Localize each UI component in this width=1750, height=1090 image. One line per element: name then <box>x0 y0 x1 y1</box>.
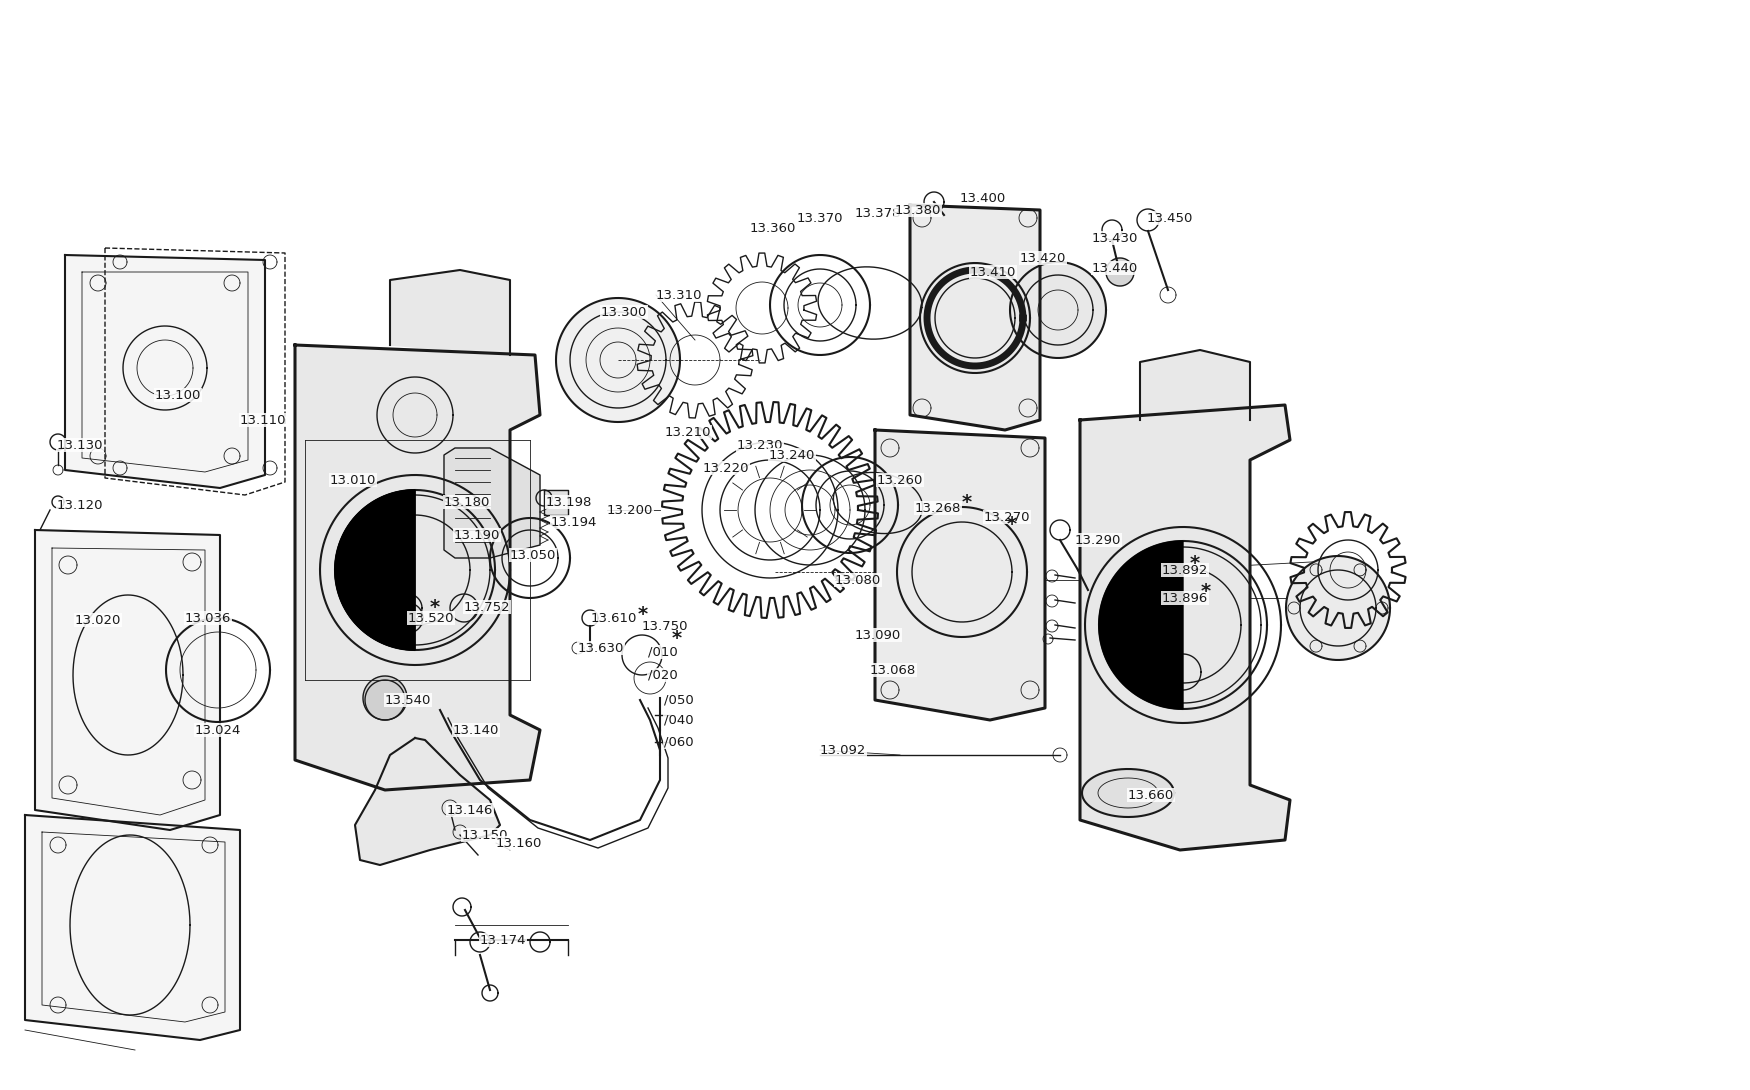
Polygon shape <box>362 676 408 720</box>
Text: 13.360: 13.360 <box>751 221 796 234</box>
Text: 13.370: 13.370 <box>796 211 844 225</box>
Text: 13.194: 13.194 <box>551 516 597 529</box>
Text: 13.240: 13.240 <box>768 448 816 461</box>
Polygon shape <box>1139 350 1250 420</box>
Text: *: * <box>1190 554 1200 572</box>
Polygon shape <box>1099 541 1183 708</box>
Text: 13.290: 13.290 <box>1074 533 1122 546</box>
Text: 13.268: 13.268 <box>915 501 961 514</box>
Text: 13.896: 13.896 <box>1162 592 1207 605</box>
Text: 13.068: 13.068 <box>870 664 917 677</box>
Text: *: * <box>1006 514 1017 533</box>
Text: 13.540: 13.540 <box>385 693 432 706</box>
Text: 13.200: 13.200 <box>607 504 653 517</box>
Text: 13.140: 13.140 <box>453 724 499 737</box>
Polygon shape <box>1010 262 1106 358</box>
Polygon shape <box>366 680 404 720</box>
Polygon shape <box>544 490 569 514</box>
Text: 13.892: 13.892 <box>1162 564 1207 577</box>
Text: 13.050: 13.050 <box>509 548 556 561</box>
Text: 13.752: 13.752 <box>464 601 511 614</box>
Text: /020: /020 <box>648 668 677 681</box>
Polygon shape <box>910 205 1040 429</box>
Text: 13.220: 13.220 <box>704 461 749 474</box>
Text: 13.150: 13.150 <box>462 828 509 841</box>
Polygon shape <box>35 530 220 829</box>
Text: /010: /010 <box>648 645 677 658</box>
Text: 13.750: 13.750 <box>642 619 688 632</box>
Polygon shape <box>296 346 541 790</box>
Text: 13.110: 13.110 <box>240 413 287 426</box>
Text: *: * <box>430 597 439 617</box>
Polygon shape <box>355 738 500 865</box>
Polygon shape <box>444 448 541 558</box>
Polygon shape <box>24 815 240 1040</box>
Text: 13.146: 13.146 <box>446 803 493 816</box>
Text: 13.090: 13.090 <box>856 629 901 642</box>
Text: 13.130: 13.130 <box>58 438 103 451</box>
Text: 13.120: 13.120 <box>58 498 103 511</box>
Text: 13.610: 13.610 <box>592 611 637 625</box>
Text: 13.036: 13.036 <box>186 611 231 625</box>
Text: 13.180: 13.180 <box>444 496 490 509</box>
Text: *: * <box>672 629 682 647</box>
Text: 13.440: 13.440 <box>1092 262 1138 275</box>
Text: 13.198: 13.198 <box>546 496 593 509</box>
Text: /050: /050 <box>663 693 693 706</box>
Text: /040: /040 <box>663 714 693 727</box>
Text: 13.010: 13.010 <box>331 473 376 486</box>
Text: 13.020: 13.020 <box>75 614 121 627</box>
Text: 13.420: 13.420 <box>1020 252 1066 265</box>
Text: 13.100: 13.100 <box>156 388 201 401</box>
Text: *: * <box>639 605 648 623</box>
Text: 13.378: 13.378 <box>856 206 901 219</box>
Polygon shape <box>334 490 415 650</box>
Text: 13.430: 13.430 <box>1092 231 1139 244</box>
Polygon shape <box>1286 556 1390 661</box>
Polygon shape <box>390 270 509 355</box>
Text: 13.080: 13.080 <box>835 573 882 586</box>
Polygon shape <box>65 255 264 488</box>
Polygon shape <box>556 298 681 422</box>
Text: *: * <box>1200 581 1211 601</box>
Text: 13.450: 13.450 <box>1146 211 1194 225</box>
Text: 13.660: 13.660 <box>1129 788 1174 801</box>
Polygon shape <box>334 490 415 650</box>
Text: 13.260: 13.260 <box>877 473 924 486</box>
Polygon shape <box>1082 770 1174 818</box>
Text: /060: /060 <box>663 736 693 749</box>
Text: 13.410: 13.410 <box>970 266 1017 279</box>
Text: *: * <box>963 493 971 511</box>
Text: 13.160: 13.160 <box>495 836 542 849</box>
Text: 13.630: 13.630 <box>578 642 625 654</box>
Text: 13.230: 13.230 <box>737 438 784 451</box>
Text: 13.270: 13.270 <box>984 510 1031 523</box>
Text: 13.310: 13.310 <box>656 289 702 302</box>
Text: 13.400: 13.400 <box>961 192 1006 205</box>
Polygon shape <box>875 429 1045 720</box>
Text: 13.174: 13.174 <box>480 933 527 946</box>
Text: 13.190: 13.190 <box>453 529 500 542</box>
Polygon shape <box>1080 405 1290 850</box>
Text: 13.300: 13.300 <box>600 305 648 318</box>
Text: 13.210: 13.210 <box>665 425 712 438</box>
Text: 13.380: 13.380 <box>894 204 942 217</box>
Polygon shape <box>1106 258 1134 286</box>
Text: 13.520: 13.520 <box>408 611 455 625</box>
Text: 13.092: 13.092 <box>821 743 866 756</box>
Text: 13.024: 13.024 <box>194 724 242 737</box>
